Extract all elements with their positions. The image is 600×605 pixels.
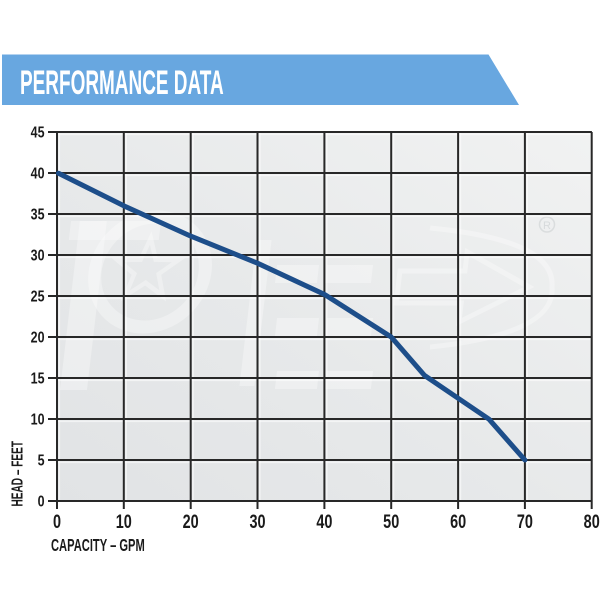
svg-text:35: 35 (31, 206, 45, 224)
svg-text:30: 30 (249, 510, 265, 533)
svg-text:R: R (543, 220, 551, 232)
svg-text:50: 50 (383, 510, 399, 533)
svg-text:40: 40 (316, 510, 332, 533)
svg-text:20: 20 (31, 329, 45, 347)
svg-text:45: 45 (31, 124, 45, 142)
svg-text:20: 20 (183, 510, 199, 533)
svg-text:80: 80 (584, 510, 600, 533)
svg-text:0: 0 (38, 493, 45, 511)
svg-text:70: 70 (517, 510, 533, 533)
svg-text:10: 10 (31, 411, 45, 429)
svg-text:PERFORMANCE DATA: PERFORMANCE DATA (20, 63, 224, 101)
svg-text:30: 30 (31, 247, 45, 265)
svg-text:0: 0 (53, 510, 61, 533)
svg-text:5: 5 (38, 452, 45, 470)
svg-text:10: 10 (116, 510, 132, 533)
svg-text:CAPACITY – GPM: CAPACITY – GPM (51, 535, 145, 555)
svg-text:25: 25 (31, 288, 45, 306)
svg-text:60: 60 (450, 510, 466, 533)
svg-text:15: 15 (31, 370, 45, 388)
svg-text:40: 40 (31, 165, 45, 183)
svg-text:HEAD – FEET: HEAD – FEET (8, 440, 26, 506)
